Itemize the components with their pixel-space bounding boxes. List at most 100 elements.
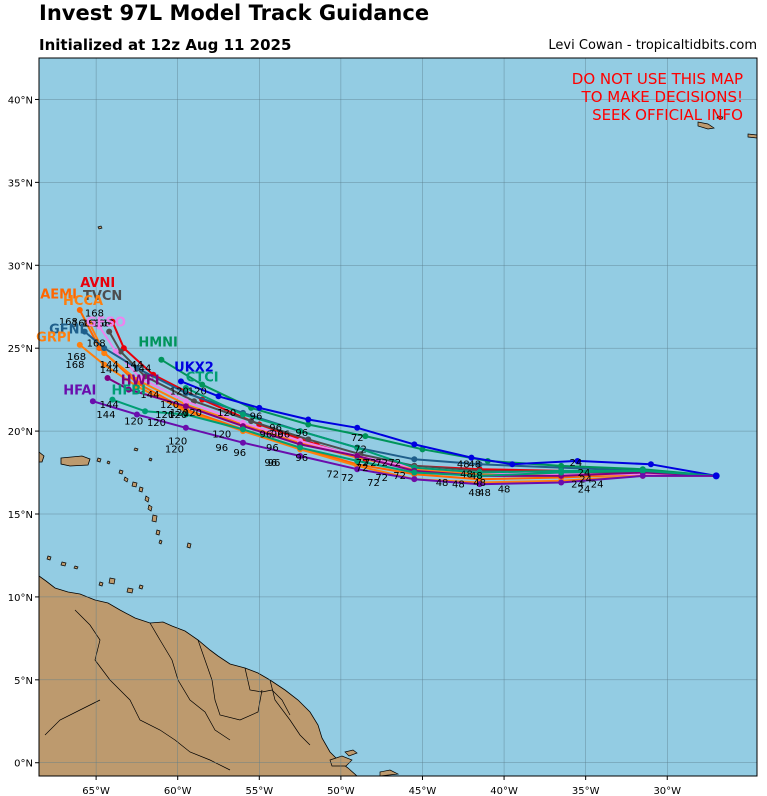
track-point [215,393,222,400]
hour-label: 168 [85,309,104,320]
track-point [354,444,361,451]
hour-label: 120 [170,408,189,419]
hour-label: 48 [478,488,491,499]
track-point [182,424,189,431]
track-point [305,436,312,443]
hour-label: 24 [579,474,592,485]
hour-label: 24 [591,479,604,490]
hour-label: 96 [250,411,263,422]
hour-label: 168 [72,319,91,330]
track-point [411,469,418,476]
lat-tick-label: 20°N [8,427,33,438]
track-point [101,361,108,368]
hour-label: 144 [100,400,119,411]
hour-label: 120 [183,408,202,419]
track-point [558,469,565,476]
amazon-delta-islands [329,749,400,776]
lat-tick-label: 15°N [8,510,33,521]
hour-label: 120 [160,400,179,411]
hour-label: 96 [271,430,284,441]
hour-label: 96 [215,443,228,454]
model-label-hmni: HMNI [138,336,178,351]
track-point [509,461,516,468]
track-point [248,418,255,425]
hour-label: 144 [100,365,119,376]
track-point [86,320,93,327]
hour-label: 120 [188,387,207,398]
hour-label: 24 [570,458,583,469]
track-point [476,461,483,468]
track-line-hmni [160,358,717,477]
hour-label: 72 [356,458,369,469]
warning-line-2: TO MAKE DECISIONS! [581,88,743,106]
warning-line-3: SEEK OFFICIAL INFO [592,106,743,124]
track-point [142,408,149,415]
track-point [411,456,418,463]
origin-point [712,472,720,480]
model-label-hfbi: HFBI [111,384,146,399]
hour-label: 168 [91,319,110,330]
track-point [411,441,418,448]
lat-tick-label: 0°N [14,759,33,770]
hour-label: 72 [375,458,388,469]
track-point [354,424,361,431]
hour-label: 24 [578,484,591,495]
track-point [297,444,304,451]
hour-label: 72 [351,433,364,444]
track-point [411,476,418,483]
hour-label: 120 [165,445,184,456]
hour-label: 72 [367,478,380,489]
warning-line-1: DO NOT USE THIS MAP [572,70,743,88]
track-point [297,452,304,459]
map-title: Invest 97L Model Track Guidance [39,1,430,25]
hour-label: 144 [132,363,151,374]
country-borders [44,609,311,771]
track-point [639,467,646,474]
lat-tick-label: 40°N [8,95,33,106]
hour-label: 24 [578,468,591,479]
hour-label: 96 [233,448,246,459]
track-point [476,472,483,479]
model-label-gfni: GFNI [49,322,84,337]
lat-tick-label: 30°N [8,261,33,272]
track-point [182,384,189,391]
map-frame [38,57,758,777]
track-point [574,457,581,464]
hour-label: 48 [460,470,473,481]
track-point [182,398,189,405]
model-label-hcca: HCCA [63,294,103,309]
model-label-gfso: GFSO [86,316,126,331]
lat-tick-label: 5°N [14,676,33,687]
hour-label: 168 [65,360,84,371]
track-point [133,365,140,372]
model-label-ukx2: UKX2 [174,360,214,375]
track-point [305,421,312,428]
hour-label: 48 [473,478,486,489]
model-label-avni: AVNI [80,276,115,291]
track-point [81,328,88,335]
track-point [101,345,108,352]
azores-fragment [697,115,757,139]
hour-label: 96 [295,428,308,439]
hour-label: 72 [356,463,369,474]
lesser-antilles [46,447,192,594]
hour-label: 144 [140,390,159,401]
hour-label: 72 [388,458,401,469]
hour-label: 168 [67,352,86,363]
lon-tick-label: 35°W [572,786,600,796]
south-america-landmass [39,575,358,776]
hour-label: 120 [170,387,189,398]
track-point [558,479,565,486]
hispaniola-edge [39,451,45,463]
hour-label: 72 [341,473,354,484]
track-point [125,386,132,393]
lon-tick-label: 55°W [245,786,273,796]
land-layer [39,115,757,776]
hour-label: 96 [266,443,279,454]
track-point [133,411,140,418]
track-point [419,446,426,453]
track-point [362,433,369,440]
model-label-tvcn: TVCN [83,289,122,304]
hour-label: 120 [217,408,236,419]
